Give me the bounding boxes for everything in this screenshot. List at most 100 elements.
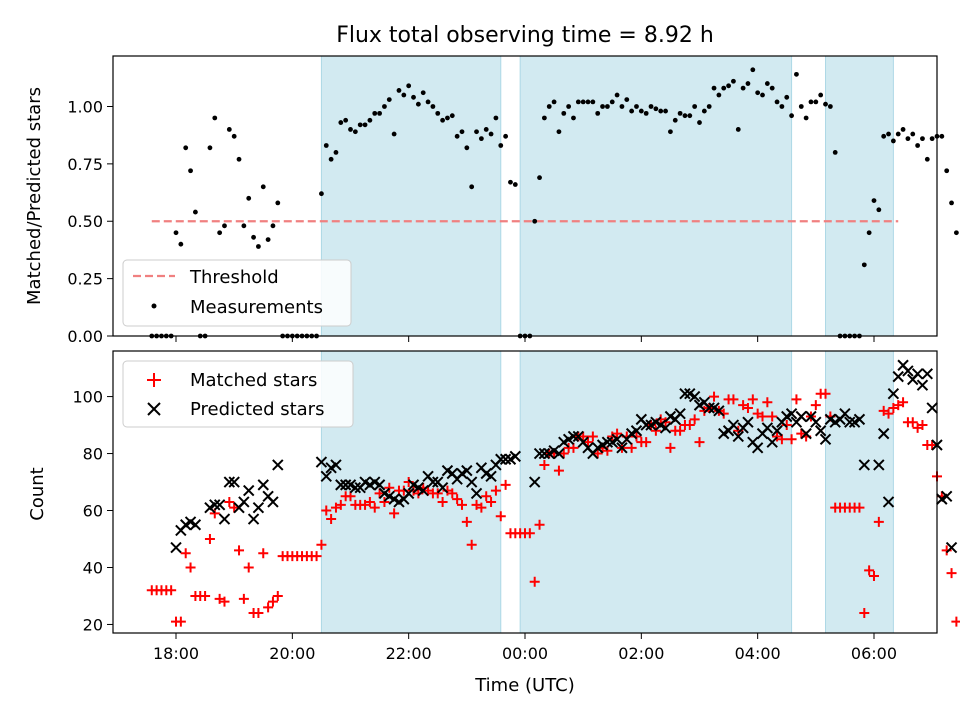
matched-marker [267,596,278,607]
bottom-x-ticks: 18:00 20:00 22:00 00:00 02:00 04:00 06:00 [153,633,897,663]
matched-marker [578,431,589,442]
predicted-marker [640,419,652,431]
predicted-marker [911,368,924,380]
x-tick-label: 18:00 [153,644,199,663]
matched-marker [873,516,884,527]
matched-marker [476,502,487,513]
matched-marker [253,608,264,619]
measurement-point [503,133,509,139]
measurement-point [614,92,620,98]
measurement-points [149,67,959,339]
measurement-point [895,131,901,137]
measurement-point [464,145,470,151]
measurement-point [755,90,761,96]
matched-marker [364,496,375,507]
measurement-point [575,99,581,105]
predicted-marker [703,402,715,414]
measurement-point [508,179,513,185]
measurement-point [590,99,596,105]
measurements-legend-swatch [151,303,157,309]
measurement-point [377,110,382,116]
matched-marker [810,400,821,411]
matched-marker [728,394,739,405]
matched-marker [558,448,569,459]
measurement-point [595,110,601,116]
measurement-point [861,262,867,268]
measurement-point [832,149,838,155]
matched-marker [379,496,390,507]
matched-marker [786,434,797,445]
observing-interval [825,350,894,634]
measurement-point [701,108,707,114]
measurement-point [924,156,930,162]
measurement-point [445,115,450,121]
top-x-ticks [175,336,875,342]
matched-marker [859,608,870,619]
measurement-point [779,104,785,109]
measurement-point [600,104,605,109]
matched-marker [486,496,497,507]
x-tick-label: 20:00 [269,644,315,663]
measurement-point [886,131,891,137]
measurement-point [677,110,683,116]
measurement-point [803,115,809,121]
measurement-point [459,129,465,135]
measurement-point [541,115,547,121]
measurement-point [396,88,402,93]
matched-marker [946,568,957,579]
measurement-point [827,104,833,109]
bottom-y-ticks: 20 40 60 80 100 [72,388,113,634]
predicted-marker [751,442,764,454]
measurement-point [953,230,959,236]
matched-marker [229,502,240,513]
measurement-point [663,108,668,114]
matched-marker [490,485,501,496]
bottom-ylabel: Count [27,467,48,520]
measurement-point [415,101,421,107]
measurement-point [871,198,877,203]
predicted-legend-label: Predicted stars [190,399,324,420]
measurement-point [890,138,896,144]
measurement-point [716,92,722,98]
predicted-marker [727,419,740,431]
predicted-marker [465,476,478,488]
measurement-point [343,117,349,123]
y-tick-label: 0.75 [67,155,103,174]
measurement-point [323,143,329,148]
measurement-point [478,136,484,142]
measurement-point [624,97,630,103]
x-tick-label: 02:00 [618,644,664,663]
measurement-point [706,104,712,109]
measurement-point [178,241,184,247]
matched-marker [626,442,637,453]
matched-marker [602,445,613,456]
predicted-marker [839,407,851,420]
predicted-marker [218,513,231,525]
measurement-point [251,234,256,240]
matched-marker [539,459,550,470]
measurement-point [406,83,412,89]
matched-marker [883,408,894,419]
measurement-point [944,168,950,174]
measurement-point [217,230,223,236]
measurement-point [483,127,489,132]
predicted-marker [485,470,497,483]
matched-marker [321,505,332,516]
measurement-point [425,99,431,105]
measurement-point [512,182,518,187]
matched-marker [437,496,448,507]
matched-marker [868,571,879,582]
predicted-marker [538,447,551,460]
predicted-marker [766,436,778,448]
measurement-point [823,101,828,107]
predicted-marker [349,482,362,494]
matched-marker [238,593,249,604]
predicted-marker [945,541,958,554]
measurement-point [372,110,378,116]
measurement-point [905,136,911,142]
measurement-point [493,115,499,121]
matched-marker [180,548,191,559]
measurement-point [726,83,731,89]
measurement-point [721,85,727,91]
measurement-point [760,92,765,98]
